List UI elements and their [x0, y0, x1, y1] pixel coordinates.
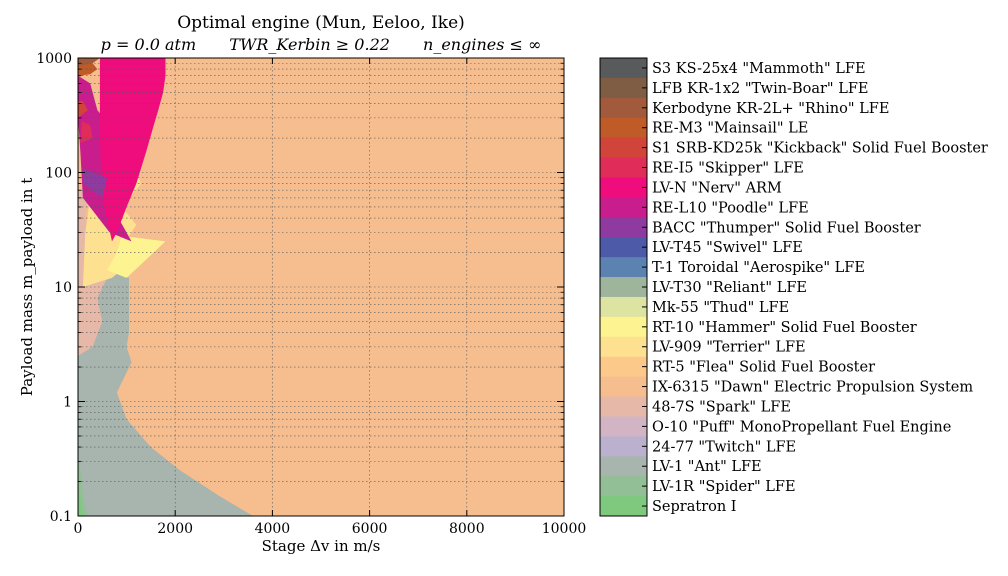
legend-label-5: RE-I5 "Skipper" LFE: [652, 161, 804, 177]
x-tick-label: 8000: [449, 521, 485, 537]
legend-swatch-1: [600, 77, 647, 99]
legend-label-10: T-1 Toroidal "Aerospike" LFE: [652, 260, 865, 276]
legend-label-12: Mk-55 "Thud" LFE: [652, 300, 789, 316]
x-tick-label: 4000: [255, 521, 291, 537]
region-13: [78, 486, 83, 516]
legend-label-21: LV-1R "Spider" LFE: [652, 479, 796, 495]
legend-swatch-11: [600, 277, 647, 298]
region-11: [78, 58, 100, 67]
x-tick-label: 2000: [157, 521, 193, 537]
subtitle-twr: TWR_Kerbin ≥ 0.22: [229, 35, 390, 54]
legend-swatch-5: [600, 157, 647, 178]
region-4: [107, 235, 166, 278]
subtitle-pressure: p = 0.0 atm: [100, 35, 197, 54]
region-6: [99, 58, 166, 242]
legend-swatch-4: [600, 137, 647, 159]
legend-label-1: LFB KR-1x2 "Twin-Boar" LFE: [652, 81, 868, 97]
x-tick-label: 6000: [352, 521, 388, 537]
legend-label-11: LV-T30 "Reliant" LFE: [652, 280, 807, 296]
legend-swatch-15: [600, 356, 647, 378]
region-9: [78, 101, 88, 118]
legend-label-7: RE-L10 "Poodle" LFE: [652, 200, 809, 216]
legend-swatch-12: [600, 296, 647, 318]
legend-label-15: RT-5 "Flea" Solid Fuel Booster: [652, 360, 875, 376]
y-tick-label: 10: [54, 280, 72, 296]
legend-label-2: Kerbodyne KR-2L+ "Rhino" LFE: [652, 101, 889, 117]
legend-label-4: S1 SRB-KD25k "Kickback" Solid Fuel Boost…: [652, 141, 988, 157]
legend-swatch-20: [600, 456, 647, 477]
axis-ticks: 0 2000 4000 6000 8000 10000 0.1 1 10 100 1000: [36, 51, 586, 537]
chart-subtitle: p = 0.0 atm TWR_Kerbin ≥ 0.22 n_engines …: [78, 35, 564, 54]
subtitle-engines: n_engines ≤ ∞: [423, 35, 542, 54]
y-tick-label: 0.1: [50, 509, 72, 525]
legend-label-17: 48-7S "Spark" LFE: [652, 399, 791, 415]
legend-swatch-16: [600, 376, 647, 398]
legend-label-6: LV-N "Nerv" ARM: [652, 180, 782, 196]
legend-label-13: RT-10 "Hammer" Solid Fuel Booster: [652, 320, 917, 336]
legend: S3 KS-25x4 "Mammoth" LFE LFB KR-1x2 "Twin…: [599, 57, 988, 517]
legend-label-22: Sepratron I: [652, 499, 737, 515]
legend-label-19: 24-77 "Twitch" LFE: [652, 439, 796, 455]
legend-label-8: BACC "Thumper" Solid Fuel Booster: [652, 220, 921, 236]
legend-swatch-2: [600, 97, 647, 119]
legend-label-9: LV-T45 "Swivel" LFE: [652, 240, 803, 256]
legend-swatch-18: [600, 416, 647, 437]
legend-swatch-21: [600, 476, 647, 497]
legend-label-20: LV-1 "Ant" LFE: [652, 459, 762, 475]
legend-swatch-7: [600, 197, 647, 218]
legend-swatch-6: [600, 177, 647, 198]
region-7: [82, 167, 108, 198]
y-tick-label: 100: [45, 166, 72, 182]
x-tick-label: 0: [74, 521, 83, 537]
legend-swatch-22: [600, 496, 647, 517]
legend-swatch-3: [600, 117, 647, 139]
region-1: [78, 252, 253, 516]
legend-swatch-17: [600, 396, 647, 417]
legend-swatch-19: [600, 436, 647, 457]
legend-swatch-13: [600, 316, 647, 338]
y-tick-label: 1000: [36, 51, 72, 67]
x-axis-label: Stage Δv in m/s: [261, 537, 381, 555]
chart-title: Optimal engine (Mun, Eeloo, Ike): [177, 13, 465, 33]
legend-label-18: O-10 "Puff" MonoPropellant Fuel Engine: [652, 419, 951, 435]
x-tick-label: 10000: [542, 521, 587, 537]
region-10: [78, 63, 98, 76]
legend-swatch-10: [600, 257, 647, 278]
legend-swatch-9: [600, 237, 647, 258]
legend-label-16: IX-6315 "Dawn" Electric Propulsion Syste…: [652, 380, 973, 396]
legend-swatch-0: [600, 58, 647, 79]
legend-swatch-14: [600, 336, 647, 358]
y-tick-label: 1: [63, 395, 72, 411]
legend-label-0: S3 KS-25x4 "Mammoth" LFE: [652, 61, 866, 77]
y-axis-label: Payload mass m_payload in t: [18, 177, 36, 397]
legend-frame: [599, 57, 648, 517]
legend-swatch-8: [600, 217, 647, 238]
legend-label-3: RE-M3 "Mainsail" LE: [652, 121, 808, 137]
grid: [78, 58, 564, 516]
legend-label-14: LV-909 "Terrier" LFE: [652, 340, 806, 356]
